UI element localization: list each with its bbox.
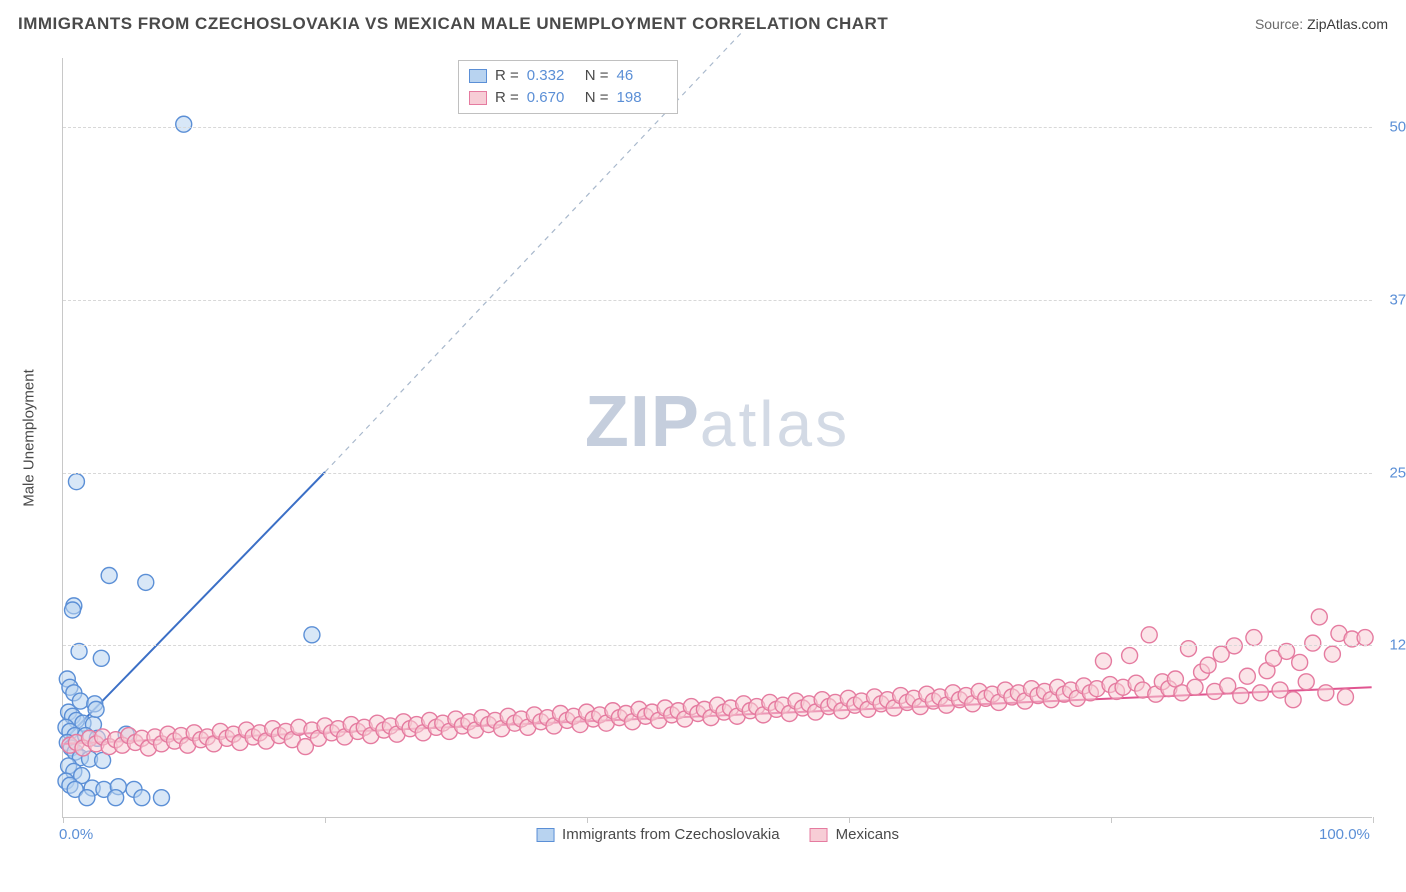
data-point [65,602,81,618]
stat-n-label: N = [585,65,609,87]
data-point [68,474,84,490]
swatch-icon [536,828,554,842]
swatch-icon [810,828,828,842]
scatter-svg [63,58,1372,817]
stat-r-value: 0.670 [527,87,577,109]
gridline [63,300,1372,301]
legend-item-mexican: Mexicans [810,826,899,843]
data-point [1180,641,1196,657]
xtick-label: 100.0% [1319,826,1370,843]
data-point [1252,685,1268,701]
ytick-label: 25.0% [1389,464,1406,481]
stat-r-label: R = [495,87,519,109]
data-point [1357,630,1373,646]
data-point [1239,668,1255,684]
swatch-icon [469,69,487,83]
xtick-label: 0.0% [59,826,93,843]
stats-row-mexican: R = 0.670 N = 198 [469,87,667,109]
plot: Male Unemployment ZIPatlas R = 0.332 N =… [62,58,1372,818]
header: IMMIGRANTS FROM CZECHOSLOVAKIA VS MEXICA… [18,14,1388,34]
source: Source: ZipAtlas.com [1255,16,1388,32]
ytick-label: 50.0% [1389,119,1406,136]
data-point [1246,630,1262,646]
data-point [1200,657,1216,673]
stat-n-label: N = [585,87,609,109]
data-point [93,650,109,666]
data-point [1285,692,1301,708]
data-point [1337,689,1353,705]
xtick [849,817,850,823]
y-axis-label: Male Unemployment [21,369,38,507]
data-point [79,790,95,806]
source-value: ZipAtlas.com [1307,16,1388,32]
series-legend: Immigrants from Czechoslovakia Mexicans [536,826,899,843]
stat-r-value: 0.332 [527,65,577,87]
data-point [1318,685,1334,701]
data-point [1233,688,1249,704]
stat-n-value: 46 [617,65,667,87]
data-point [88,701,104,717]
legend-item-czech: Immigrants from Czechoslovakia [536,826,780,843]
gridline [63,645,1372,646]
stat-r-label: R = [495,65,519,87]
data-point [304,627,320,643]
data-point [1305,635,1321,651]
data-point [1298,674,1314,690]
chart-area: Male Unemployment ZIPatlas R = 0.332 N =… [50,48,1388,846]
data-point [1141,627,1157,643]
legend-label: Immigrants from Czechoslovakia [562,826,780,843]
data-point [134,790,150,806]
stats-row-czech: R = 0.332 N = 46 [469,65,667,87]
source-label: Source: [1255,16,1303,32]
ytick-label: 12.5% [1389,637,1406,654]
data-point [1187,679,1203,695]
data-point [101,568,117,584]
data-point [1311,609,1327,625]
xtick [1373,817,1374,823]
data-point [138,574,154,590]
data-point [1324,646,1340,662]
xtick [587,817,588,823]
legend-label: Mexicans [836,826,899,843]
data-point [108,790,124,806]
data-point [1292,654,1308,670]
stats-legend: R = 0.332 N = 46 R = 0.670 N = 198 [458,60,678,114]
ytick-label: 37.5% [1389,291,1406,308]
data-point [1095,653,1111,669]
swatch-icon [469,91,487,105]
data-point [176,116,192,132]
chart-title: IMMIGRANTS FROM CZECHOSLOVAKIA VS MEXICA… [18,14,888,34]
data-point [153,790,169,806]
xtick [63,817,64,823]
xtick [1111,817,1112,823]
stat-n-value: 198 [617,87,667,109]
gridline [63,127,1372,128]
xtick [325,817,326,823]
gridline [63,473,1372,474]
data-point [1122,648,1138,664]
